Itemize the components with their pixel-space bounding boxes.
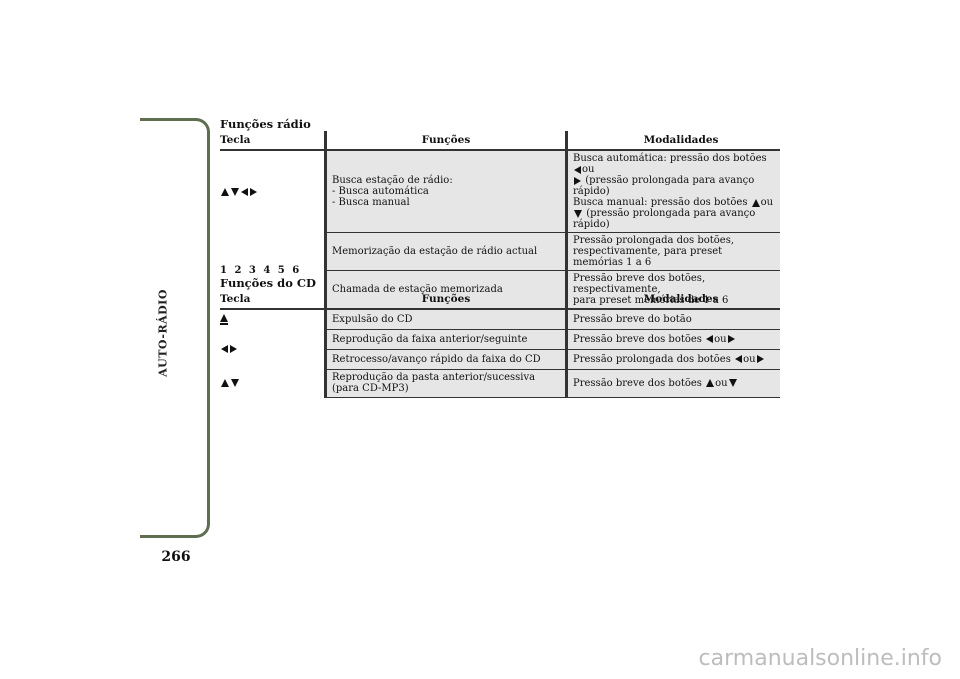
arrow-up-icon bbox=[221, 187, 229, 196]
mode-text: (pressão prolongada para avanço rápido) bbox=[573, 208, 756, 230]
cd-table-header: Tecla Funções Modalidades bbox=[220, 290, 780, 310]
chapter-side-label: AUTO-RÁDIO bbox=[156, 289, 170, 377]
header-funcoes: Funções bbox=[324, 131, 567, 151]
arrow-left-icon bbox=[221, 345, 228, 353]
table-row: Retrocesso/avanço rápido da faixa do CD … bbox=[220, 349, 780, 370]
or-text: ou bbox=[743, 353, 756, 365]
mode-line: Pressão breve dos botões, respectivament… bbox=[573, 273, 706, 295]
function-line: Reprodução da pasta anterior/sucessiva bbox=[332, 371, 536, 383]
mode-text: Pressão breve dos botões bbox=[573, 333, 702, 345]
mode-text: Pressão breve dos botões bbox=[573, 377, 702, 389]
table-row: Expulsão do CD Pressão breve do botão bbox=[220, 309, 780, 330]
arrow-down-icon bbox=[574, 209, 582, 218]
table-row: Reprodução da faixa anterior/seguinte Pr… bbox=[220, 329, 780, 369]
radio-section-title: Funções rádio bbox=[220, 117, 311, 131]
function-line: - Busca manual bbox=[332, 197, 410, 208]
key-cell bbox=[220, 369, 326, 397]
arrow-up-icon bbox=[221, 379, 229, 387]
arrow-left-icon bbox=[735, 355, 743, 363]
arrow-down-icon bbox=[231, 187, 239, 196]
cd-section-title: Funções do CD bbox=[220, 276, 316, 290]
mode-text: (pressão prolongada para avanço rápido) bbox=[573, 175, 755, 197]
function-cell: Reprodução da pasta anterior/sucessiva (… bbox=[324, 369, 567, 398]
site-watermark: carmanualsonline.info bbox=[698, 646, 942, 671]
arrow-up-icon bbox=[706, 379, 715, 387]
arrow-right-icon bbox=[756, 355, 764, 363]
page-number: 266 bbox=[161, 549, 191, 565]
header-funcoes: Funções bbox=[324, 290, 567, 310]
header-modalidades: Modalidades bbox=[565, 290, 780, 310]
mode-text: Pressão prolongada dos botões bbox=[573, 353, 731, 365]
arrow-right-icon bbox=[727, 335, 735, 343]
function-line: - Busca automática bbox=[332, 186, 429, 197]
mode-cell: Busca automática: pressão dos botões ou … bbox=[565, 150, 780, 233]
function-cell: Expulsão do CD bbox=[324, 309, 567, 330]
arrow-right-icon bbox=[230, 345, 237, 353]
radio-functions-table: Tecla Funções Modalidades Busca estação … bbox=[220, 131, 780, 309]
radio-table-header: Tecla Funções Modalidades bbox=[220, 131, 780, 151]
header-modalidades: Modalidades bbox=[565, 131, 780, 151]
cd-functions-table: Tecla Funções Modalidades Expulsão do CD… bbox=[220, 290, 780, 398]
key-cell bbox=[220, 309, 326, 329]
arrow-left-icon bbox=[574, 165, 581, 174]
arrow-down-icon bbox=[231, 379, 239, 387]
mode-cell: Pressão prolongada dos botões, respectiv… bbox=[565, 232, 780, 271]
arrow-right-icon bbox=[250, 187, 257, 196]
or-text: ou bbox=[760, 197, 774, 208]
function-line: Busca estação de rádio: bbox=[332, 175, 453, 186]
or-text: ou bbox=[582, 164, 595, 175]
function-line: (para CD-MP3) bbox=[332, 382, 409, 394]
header-tecla: Tecla bbox=[220, 290, 326, 310]
arrow-down-icon bbox=[728, 379, 737, 387]
function-cell: Reprodução da faixa anterior/seguinte bbox=[324, 329, 567, 350]
table-row: Reprodução da pasta anterior/sucessiva (… bbox=[220, 369, 780, 398]
arrow-left-icon bbox=[706, 335, 714, 343]
arrow-left-icon bbox=[241, 187, 248, 196]
or-text: ou bbox=[714, 333, 727, 345]
key-cell bbox=[220, 150, 326, 233]
mode-line: Pressão prolongada dos botões, bbox=[573, 235, 735, 246]
mode-text: Busca manual: pressão dos botões bbox=[573, 197, 748, 208]
page-margin-bracket bbox=[140, 118, 210, 538]
key-cell bbox=[220, 329, 326, 369]
header-tecla: Tecla bbox=[220, 131, 326, 151]
eject-icon bbox=[220, 314, 228, 325]
mode-cell: Pressão prolongada dos botões ou bbox=[565, 349, 780, 370]
mode-cell: Pressão breve dos botões ou bbox=[565, 329, 780, 350]
mode-text: Busca automática: pressão dos botões bbox=[573, 153, 767, 164]
arrow-up-icon bbox=[751, 198, 760, 207]
mode-cell: Pressão breve dos botões ou bbox=[565, 369, 780, 398]
table-row: 1 2 3 4 5 6 Memorização da estação de rá… bbox=[220, 232, 780, 309]
mode-cell: Pressão breve do botão bbox=[565, 309, 780, 330]
function-cell: Busca estação de rádio: - Busca automáti… bbox=[324, 150, 567, 233]
mode-line: respectivamente, para preset memórias 1 … bbox=[573, 246, 723, 268]
function-cell: Retrocesso/avanço rápido da faixa do CD bbox=[324, 349, 567, 370]
table-row: Busca estação de rádio: - Busca automáti… bbox=[220, 150, 780, 233]
or-text: ou bbox=[715, 377, 728, 389]
function-cell: Memorização da estação de rádio actual bbox=[324, 232, 567, 271]
arrow-right-icon bbox=[574, 176, 581, 185]
